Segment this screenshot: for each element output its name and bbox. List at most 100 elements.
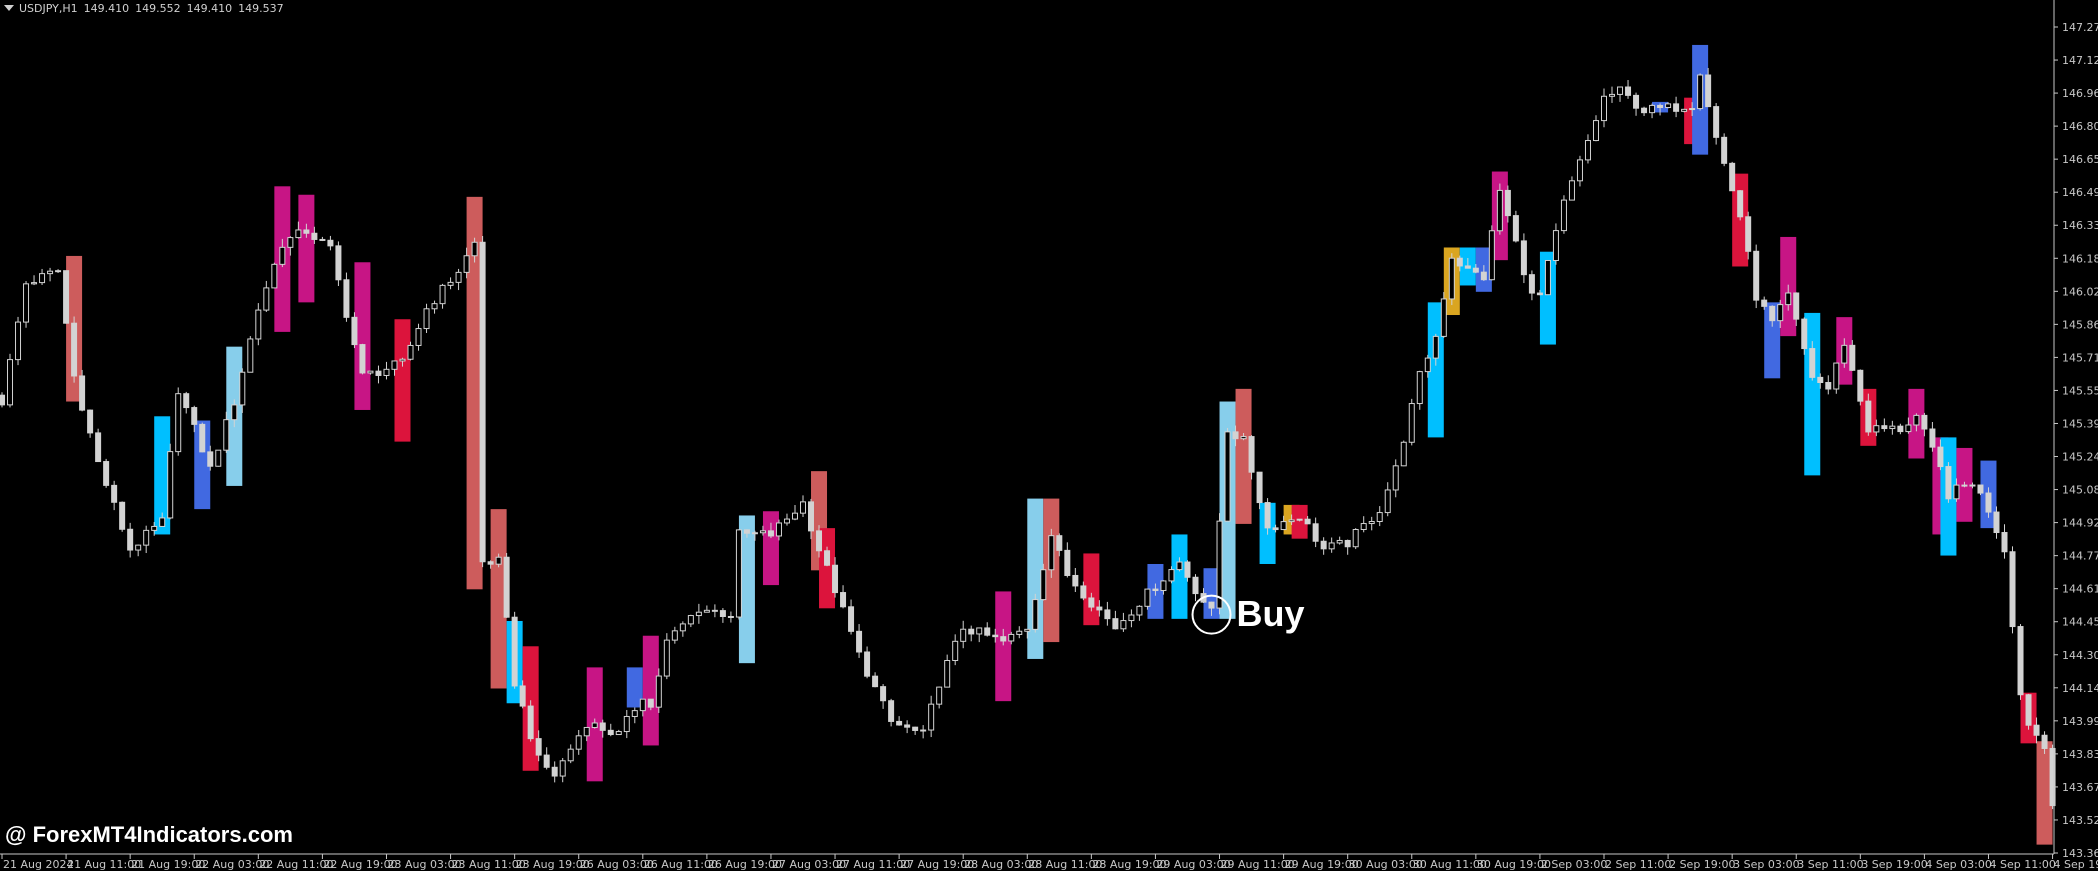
time-tick-label: 30 Aug 19:00 (1477, 858, 1551, 871)
time-tick-label: 2 Sep 19:00 (1669, 858, 1735, 871)
candle-bull (952, 640, 959, 662)
high-value: 149.552 (135, 2, 181, 15)
indicator-box (490, 509, 507, 689)
candle-bull (1617, 86, 1624, 95)
candle-bull (1384, 489, 1391, 514)
candle-bull (1032, 599, 1039, 630)
candle-bear (2049, 747, 2056, 807)
candle-bear (711, 609, 718, 612)
candle-bull (239, 371, 246, 406)
candle-bull (1689, 108, 1696, 111)
candle-bear (1512, 215, 1519, 242)
time-tick-label: 27 Aug 11:00 (836, 858, 910, 871)
candle-bull (1913, 414, 1920, 426)
candle-bull (1568, 180, 1575, 201)
candle-bull (976, 627, 983, 635)
candle-bull (1368, 521, 1375, 525)
candle-bull (1592, 120, 1599, 142)
candle-bull (1560, 199, 1567, 232)
price-tick-label: 145.240 (2062, 451, 2098, 464)
candle-bear (1304, 518, 1311, 525)
candle-bull (167, 451, 174, 519)
price-tick-label: 146.650 (2062, 153, 2098, 166)
indicator-box (466, 196, 483, 590)
indicator-box (738, 515, 755, 664)
time-tick-label: 4 Sep 11:00 (1989, 858, 2055, 871)
candle-bear (808, 501, 815, 532)
candle-bull (1665, 103, 1672, 109)
candle-bear (319, 238, 326, 241)
time-tick-label: 30 Aug 03:00 (1349, 858, 1423, 871)
candle-bear (1000, 636, 1007, 642)
price-tick-label: 146.805 (2062, 120, 2098, 133)
candle-bull (1400, 441, 1407, 467)
candle-bear (487, 561, 494, 565)
candle-bear (335, 245, 342, 281)
candle-bear (848, 606, 855, 632)
candle-bull (567, 748, 574, 762)
price-tick-label: 145.395 (2062, 417, 2098, 430)
candle-bull (135, 544, 142, 551)
time-tick-label: 26 Aug 19:00 (708, 858, 782, 871)
price-tick-label: 145.085 (2062, 484, 2098, 497)
candle-bull (231, 404, 238, 421)
candle-bull (1889, 425, 1896, 430)
candle-bear (864, 651, 871, 677)
candle-bear (1937, 446, 1944, 468)
price-tick-label: 145.865 (2062, 318, 2098, 331)
candle-bear (303, 229, 310, 234)
time-tick-label: 2 Sep 03:00 (1541, 858, 1607, 871)
candle-bull (1432, 335, 1439, 359)
candle-bull (1144, 588, 1151, 607)
candle-bear (1801, 318, 1808, 350)
candle-bear (1713, 106, 1720, 138)
time-tick-label: 4 Sep 03:00 (1925, 858, 1991, 871)
price-tick-label: 145.710 (2062, 351, 2098, 364)
price-tick-label: 144.145 (2062, 682, 2098, 695)
candle-bull (23, 283, 30, 323)
candle-bear (359, 344, 366, 374)
candle-bull (783, 518, 790, 524)
candle-bull (1040, 569, 1047, 601)
candle-bull (287, 237, 294, 248)
candle-bull (1336, 539, 1343, 544)
candle-bull (383, 368, 390, 376)
candle-bear (87, 409, 94, 434)
candle-bear (1929, 428, 1936, 448)
price-tick-label: 146.960 (2062, 87, 2098, 100)
price-tick-label: 147.120 (2062, 54, 2098, 67)
candle-bear (1184, 561, 1191, 578)
candle-bear (535, 738, 542, 756)
time-tick-label: 26 Aug 03:00 (580, 858, 654, 871)
indicator-box (154, 416, 171, 535)
candle-bear (1633, 94, 1640, 109)
candle-bull (1280, 521, 1287, 531)
candle-bull (1697, 74, 1704, 110)
candle-bear (2033, 724, 2040, 736)
candle-bear (1977, 484, 1984, 494)
candle-bull (583, 726, 590, 737)
price-tick-label: 143.990 (2062, 715, 2098, 728)
candle-bear (71, 322, 78, 377)
candle-bull (695, 611, 702, 617)
candle-bear (1737, 190, 1744, 218)
candle-bull (1288, 519, 1295, 523)
candle-bear (1809, 348, 1816, 378)
price-tick-label: 143.520 (2062, 814, 2098, 827)
candle-bear (551, 766, 558, 777)
time-tick-label: 28 Aug 03:00 (964, 858, 1038, 871)
candle-bull (15, 321, 22, 361)
candle-bull (447, 281, 454, 286)
candle-bear (1264, 502, 1271, 529)
candle-bull (1136, 605, 1143, 616)
candle-bear (207, 451, 214, 467)
candle-bear (1993, 511, 2000, 534)
candle-bull (55, 270, 62, 273)
candle-bull (399, 358, 406, 362)
dropdown-triangle-icon[interactable] (4, 5, 14, 11)
candle-bull (431, 303, 438, 310)
candle-bull (1649, 104, 1656, 114)
indicator-box (354, 262, 371, 410)
candle-bull (1873, 425, 1880, 433)
